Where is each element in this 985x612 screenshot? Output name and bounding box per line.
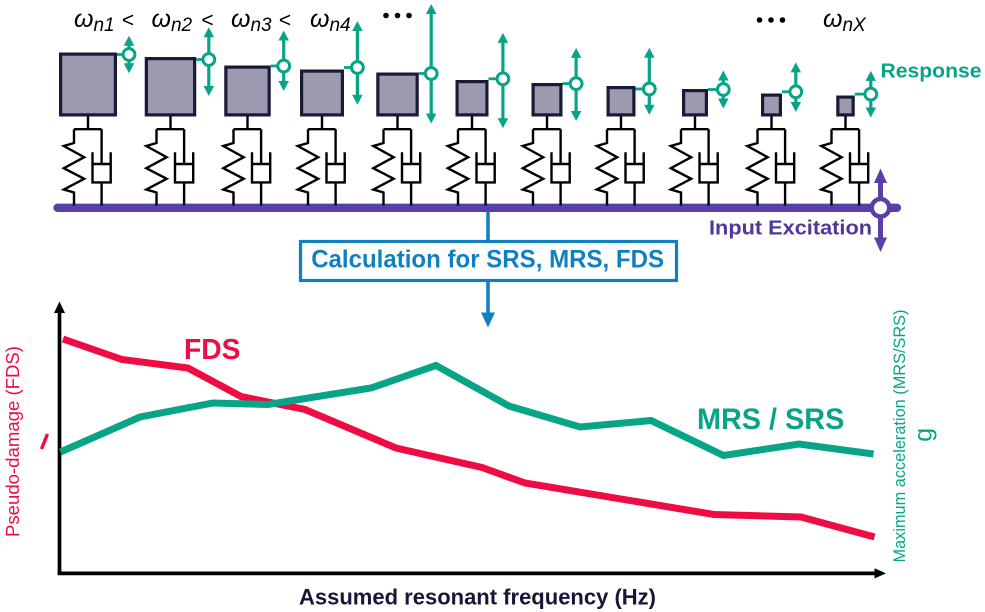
svg-text:Pseudo-damage (FDS): Pseudo-damage (FDS)	[2, 346, 23, 537]
svg-text:Maximum acceleration (MRS/SRS): Maximum acceleration (MRS/SRS)	[891, 310, 909, 563]
svg-text:<: <	[279, 9, 291, 32]
svg-text:Assumed resonant frequency (Hz: Assumed resonant frequency (Hz)	[299, 585, 656, 610]
svg-text:ωnX: ωnX	[823, 5, 867, 36]
svg-text:MRS / SRS: MRS / SRS	[697, 403, 844, 436]
svg-text:g: g	[910, 428, 938, 442]
svg-text:<: <	[122, 9, 134, 32]
svg-text:FDS: FDS	[184, 334, 241, 366]
svg-text:ωn3: ωn3	[231, 5, 272, 36]
svg-text:Response: Response	[881, 61, 982, 83]
svg-text:Calculation for SRS, MRS, FDS: Calculation for SRS, MRS, FDS	[311, 246, 664, 274]
svg-text:<: <	[201, 9, 213, 32]
svg-text:Input Excitation: Input Excitation	[709, 217, 872, 240]
